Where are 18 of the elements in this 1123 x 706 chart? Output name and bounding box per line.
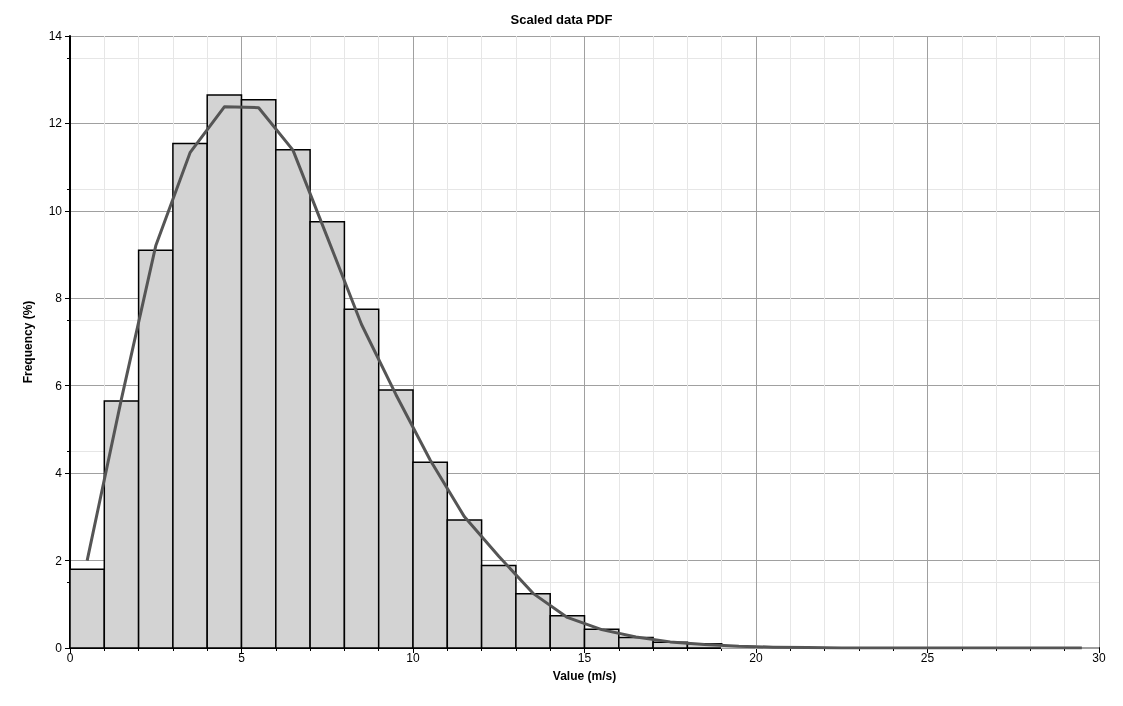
x-tick-label: 25	[920, 651, 935, 665]
y-tick-label: 12	[48, 116, 63, 131]
y-tick-label: 4	[55, 466, 63, 481]
y-axis-title: Frequency (%)	[21, 300, 35, 384]
y-tick-label: 2	[55, 553, 63, 568]
x-tick-label: 30	[1092, 651, 1106, 665]
y-tick-label: 10	[48, 203, 63, 218]
x-tick-label: 0	[66, 651, 74, 665]
x-tick-label: 10	[406, 651, 420, 665]
x-tick-label: 20	[749, 651, 763, 665]
y-tick-label: 6	[55, 378, 63, 393]
chart-title: Scaled data PDF	[510, 12, 613, 27]
x-tick-label: 5	[238, 651, 246, 665]
y-tick-label: 8	[55, 291, 63, 306]
y-tick-label: 0	[55, 641, 63, 655]
x-tick-label: 15	[577, 651, 592, 665]
x-axis-title: Value (m/s)	[552, 669, 617, 683]
y-tick-label: 14	[48, 29, 63, 43]
